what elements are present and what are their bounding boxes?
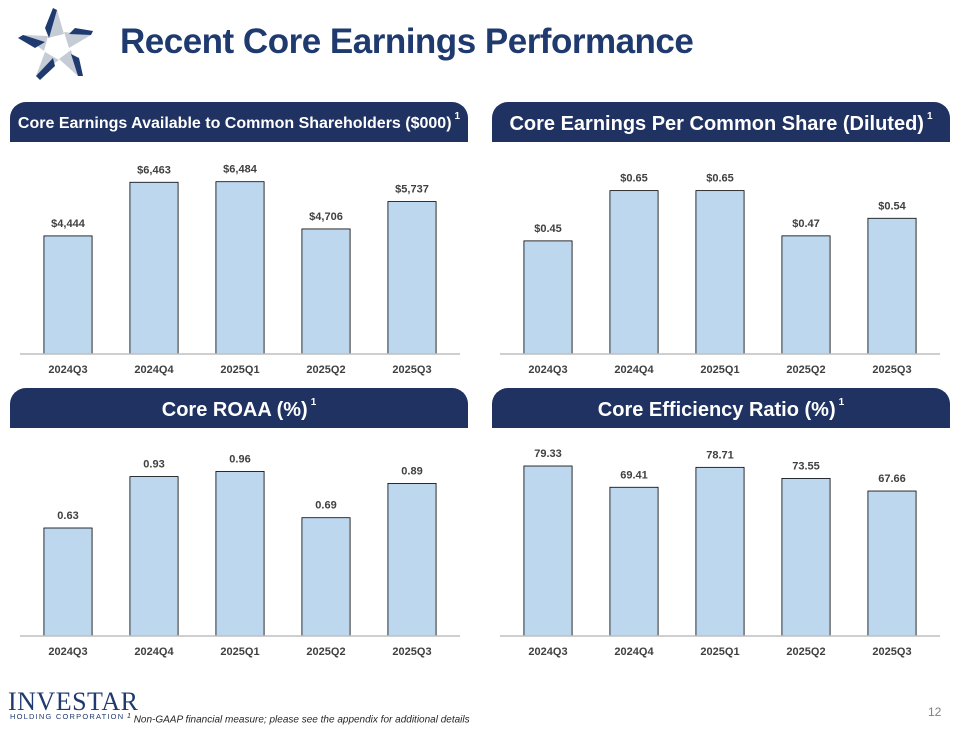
- chart-4-title: Core Efficiency Ratio (%): [597, 399, 836, 421]
- chart-1-title-sup: 1: [454, 111, 461, 122]
- bar-2024Q4: [609, 486, 659, 637]
- bar-2025Q3: [867, 217, 917, 355]
- bar-2024Q3: [523, 240, 573, 355]
- tick-label-2025Q2: 2025Q2: [786, 646, 825, 658]
- bar-2025Q2: [301, 517, 351, 637]
- data-label-2025Q2: $0.47: [792, 218, 820, 230]
- data-label-2025Q3: 0.89: [401, 465, 422, 477]
- data-label-2024Q3: $4,444: [51, 218, 86, 230]
- data-label-2025Q2: 0.69: [315, 500, 336, 512]
- tick-label-2024Q4: 2024Q4: [134, 364, 174, 376]
- tick-label-2025Q3: 2025Q3: [872, 364, 911, 376]
- tick-label-2025Q3: 2025Q3: [872, 646, 911, 658]
- chart-core-earnings: $4,444 2024Q3 $6,463 2024Q4 $6,484 2025Q1 $4,7…: [20, 164, 460, 376]
- tick-label-2025Q1: 2025Q1: [700, 364, 739, 376]
- bar-2024Q4: [129, 181, 179, 355]
- bar-2025Q1: [695, 466, 745, 637]
- tick-label-2024Q3: 2024Q3: [528, 364, 567, 376]
- data-label-2025Q1: $0.65: [706, 173, 734, 185]
- data-label-2025Q1: $6,484: [223, 164, 258, 176]
- bar-2025Q2: [301, 228, 351, 355]
- data-label-2024Q3: 79.33: [534, 448, 562, 460]
- tick-label-2024Q3: 2024Q3: [48, 646, 87, 658]
- tick-label-2025Q1: 2025Q1: [220, 364, 259, 376]
- page-title: Recent Core Earnings Performance: [120, 22, 694, 61]
- chart-1-header: Core Earnings Available to Common Shareh…: [10, 102, 468, 142]
- chart-2-title: Core Earnings Per Common Share (Diluted): [509, 113, 924, 135]
- footnote-marker: 1: [127, 713, 131, 720]
- bar-2025Q3: [387, 201, 437, 355]
- chart-2-header: Core Earnings Per Common Share (Diluted)…: [492, 102, 950, 142]
- bar-2025Q1: [215, 471, 265, 637]
- logo-star-icon: [18, 8, 93, 80]
- tick-label-2025Q1: 2025Q1: [700, 646, 739, 658]
- bar-2025Q2: [781, 235, 831, 355]
- data-label-2025Q3: $0.54: [878, 200, 906, 212]
- page-number: 12: [928, 705, 942, 719]
- tick-label-2025Q2: 2025Q2: [306, 364, 345, 376]
- data-label-2024Q4: $0.65: [620, 173, 648, 185]
- data-label-2024Q4: 0.93: [143, 459, 164, 471]
- tick-label-2024Q3: 2024Q3: [528, 646, 567, 658]
- tick-label-2025Q2: 2025Q2: [786, 364, 825, 376]
- brand-logo-text: INVESTAR: [8, 687, 139, 716]
- data-label-2025Q1: 0.96: [229, 453, 250, 465]
- tick-label-2025Q1: 2025Q1: [220, 646, 259, 658]
- chart-4-header: Core Efficiency Ratio (%) 1: [492, 388, 950, 428]
- bar-2025Q3: [387, 483, 437, 637]
- tick-label-2024Q4: 2024Q4: [614, 646, 654, 658]
- chart-3-title: Core ROAA (%): [161, 399, 308, 421]
- bar-2024Q3: [43, 235, 93, 355]
- data-label-2025Q3: 67.66: [878, 473, 906, 485]
- tick-label-2025Q3: 2025Q3: [392, 364, 431, 376]
- bar-2024Q3: [43, 527, 93, 637]
- chart-4-title-sup: 1: [838, 397, 845, 408]
- bar-2024Q3: [523, 465, 573, 637]
- chart-core-efficiency: 79.33 2024Q3 69.41 2024Q4 78.71 2025Q1 73.55 20…: [500, 448, 940, 658]
- footnote-text: Non-GAAP financial measure; please see t…: [133, 714, 470, 726]
- data-label-2024Q3: 0.63: [57, 510, 78, 522]
- brand-logo-subtext: HOLDING CORPORATION: [10, 712, 125, 721]
- bar-2025Q1: [215, 181, 265, 355]
- data-label-2025Q2: 73.55: [792, 460, 820, 472]
- data-label-2025Q3: $5,737: [395, 184, 429, 196]
- tick-label-2024Q3: 2024Q3: [48, 364, 87, 376]
- bar-2025Q3: [867, 490, 917, 637]
- tick-label-2025Q3: 2025Q3: [392, 646, 431, 658]
- chart-3-header: Core ROAA (%) 1: [10, 388, 468, 428]
- bar-2024Q4: [129, 476, 179, 637]
- data-label-2024Q3: $0.45: [534, 223, 562, 235]
- tick-label-2025Q2: 2025Q2: [306, 646, 345, 658]
- tick-label-2024Q4: 2024Q4: [614, 364, 654, 376]
- tick-label-2024Q4: 2024Q4: [134, 646, 174, 658]
- data-label-2024Q4: $6,463: [137, 164, 171, 176]
- footnote: 1 Non-GAAP financial measure; please see…: [127, 713, 470, 725]
- bar-2025Q1: [695, 190, 745, 355]
- data-label-2025Q2: $4,706: [309, 211, 343, 223]
- data-label-2024Q4: 69.41: [620, 469, 648, 481]
- data-label-2025Q1: 78.71: [706, 449, 734, 461]
- chart-3-title-sup: 1: [310, 397, 317, 408]
- bar-2024Q4: [609, 190, 659, 355]
- chart-2-title-sup: 1: [926, 111, 933, 122]
- chart-core-eps: $0.45 2024Q3 $0.65 2024Q4 $0.65 2025Q1 $0.47 20…: [500, 173, 940, 376]
- chart-core-roaa: 0.63 2024Q3 0.93 2024Q4 0.96 2025Q1 0.69 2025Q2…: [20, 453, 460, 658]
- chart-1-title: Core Earnings Available to Common Shareh…: [17, 115, 452, 132]
- bar-2025Q2: [781, 477, 831, 637]
